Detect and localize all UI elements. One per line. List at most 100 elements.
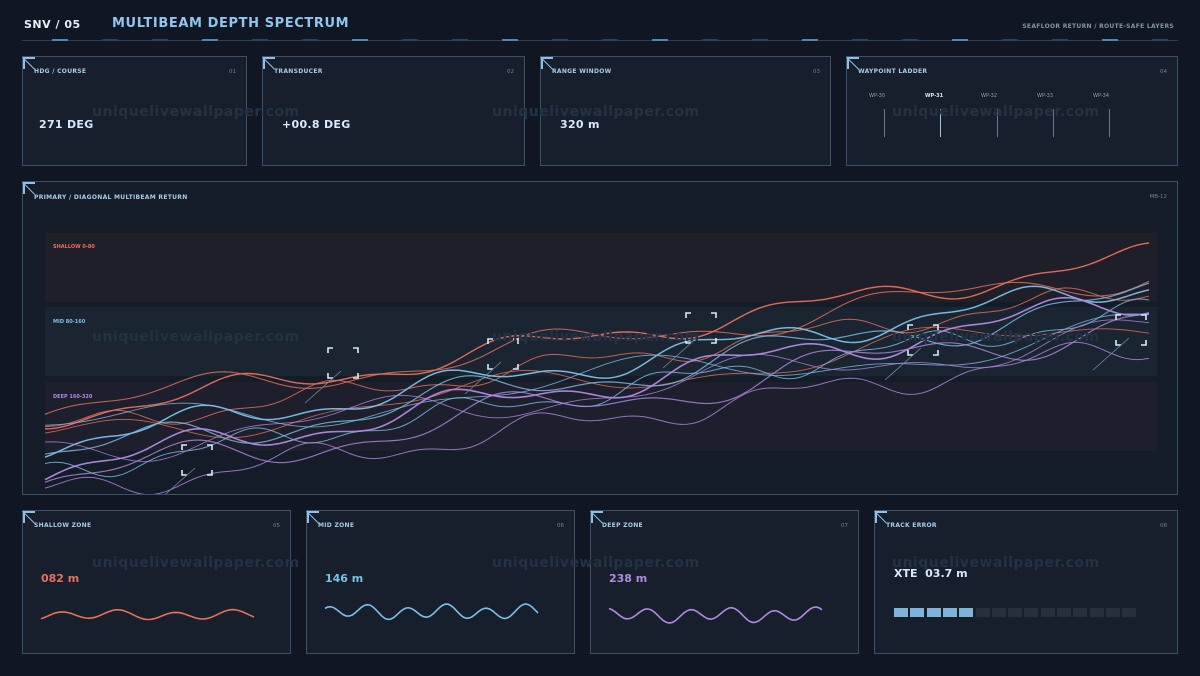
track-error-segment [910,608,925,617]
track-error-segment [926,608,941,617]
deep-zone-value: 238 m [609,572,648,585]
multibeam-return-trace [44,242,1150,430]
shallow-zone-label: SHALLOW ZONE [34,522,92,529]
track-error-panel: TRACK ERROR 08 XTE 03.7 m [874,510,1178,654]
multibeam-return-trace [44,326,1150,439]
header-tick [702,39,718,41]
waypoint-wp-31[interactable]: WP-31 [925,93,944,99]
shallow-zone-panel-number: 05 [273,523,280,529]
header-divider [22,40,1178,41]
transducer-panel: TRANSDUCER 02 +00.8 DEG [262,56,525,166]
multibeam-return-panel: PRIMARY / DIAGONAL MULTIBEAM RETURN MB-1… [22,181,1178,495]
deep-zone-sparkline [608,606,823,624]
track-error-segment [1008,608,1023,617]
header-tick [252,39,268,41]
waypoint-tick [1109,109,1110,137]
track-error-segment [1057,608,1071,617]
header-tick [402,39,418,41]
mid-zone-label: MID ZONE [318,522,355,529]
multibeam-return-trace [44,298,1150,478]
waypoint-tick [884,109,885,137]
mid-band-label: MID 80-160 [53,319,86,325]
header-tick [152,39,168,41]
waypoint-ladder-panel-number: 04 [1160,69,1167,75]
page-subtitle: SEAFLOOR RETURN / ROUTE-SAFE LAYERS [1022,23,1174,30]
heading-panel: HDG / COURSE 01 271 DEG [22,56,247,166]
multibeam-return-label: PRIMARY / DIAGONAL MULTIBEAM RETURN [34,194,188,201]
transducer-value: +00.8 DEG [282,118,351,131]
track-error-segment [1089,608,1104,617]
mid-zone-sparkline [324,603,539,621]
header-tick [802,39,818,41]
track-error-segment [1122,608,1137,617]
transducer-label: TRANSDUCER [274,68,323,75]
target-reticle-icon [464,338,519,395]
header-tick [1152,39,1168,41]
header-tick-strip [22,39,1178,43]
header-tick [52,39,68,41]
heading-value: 271 DEG [39,118,94,131]
multibeam-return-trace [44,280,1150,415]
multibeam-return-trace [44,341,1150,494]
range-window-value: 320 m [560,118,600,131]
mid-zone-value: 146 m [325,572,364,585]
waypoint-tick [997,109,998,137]
track-error-segment [991,608,1006,617]
track-error-value: XTE 03.7 m [894,567,968,580]
shallow-zone-panel: SHALLOW ZONE 05 082 m [22,510,291,654]
waypoint-wp-33[interactable]: WP-33 [1037,93,1054,99]
range-window-label: RANGE WINDOW [552,68,612,75]
waypoint-wp-30[interactable]: WP-30 [869,93,886,99]
screen-id: SNV / 05 [24,18,81,31]
header-tick [552,39,568,41]
heading-panel-number: 01 [229,69,236,75]
waypoint-wp-34[interactable]: WP-34 [1093,93,1110,99]
deep-zone-label: DEEP ZONE [602,522,643,529]
range-window-panel-number: 03 [813,69,820,75]
target-reticle-icon [662,312,717,369]
multibeam-return-trace [44,319,1150,462]
range-window-panel: RANGE WINDOW 03 320 m [540,56,831,166]
page-title: MULTIBEAM DEPTH SPECTRUM [112,16,350,31]
track-error-segment [959,608,974,617]
target-reticle-icon [304,347,359,404]
track-error-segment [1024,608,1039,617]
heading-label: HDG / COURSE [34,68,87,75]
deep-band-label: DEEP 160-320 [53,394,93,400]
header-tick [352,39,368,41]
waypoint-ladder-label: WAYPOINT LADDER [858,68,928,75]
multibeam-return-trace [44,313,1150,483]
header-tick [452,39,468,41]
header-tick [502,39,518,41]
track-error-segment [1073,608,1088,617]
header-tick [202,39,218,41]
track-error-meter [875,511,1177,653]
header-tick [302,39,318,41]
target-reticle-icon [165,444,213,494]
header-tick [852,39,868,41]
target-reticle-icon [884,324,939,381]
track-error-segment [1105,608,1120,617]
waypoint-wp-32[interactable]: WP-32 [981,93,998,99]
header-tick [1052,39,1068,41]
track-error-segment [942,608,957,617]
shallow-zone-value: 082 m [41,572,80,585]
transducer-panel-number: 02 [507,69,514,75]
mid-zone-panel: MID ZONE 06 146 m [306,510,575,654]
track-error-segment [1040,608,1055,617]
waypoint-tick [1053,109,1054,137]
track-error-label: TRACK ERROR [886,522,937,529]
multibeam-return-trace [44,285,1150,458]
deep-zone-panel: DEEP ZONE 07 238 m [590,510,859,654]
track-error-panel-number: 08 [1160,523,1167,529]
shallow-band-label: SHALLOW 0-80 [53,244,95,250]
shallow-zone-sparkline [40,608,255,621]
header-tick [952,39,968,41]
header-tick [1102,39,1118,41]
shallow-band [45,233,1157,302]
header-tick [902,39,918,41]
header-tick [652,39,668,41]
header-tick [602,39,618,41]
multibeam-return-trace [44,313,1150,428]
multibeam-return-plot [44,242,1150,494]
